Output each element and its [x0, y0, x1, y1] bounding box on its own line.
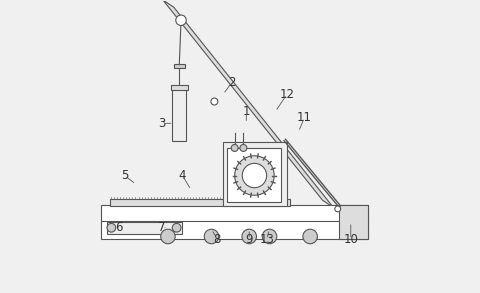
- Circle shape: [262, 229, 276, 244]
- Bar: [170, 85, 187, 90]
- Bar: [107, 222, 182, 234]
- Circle shape: [175, 15, 186, 25]
- Bar: [172, 88, 186, 141]
- Circle shape: [160, 229, 175, 244]
- Text: 13: 13: [259, 233, 274, 246]
- Circle shape: [107, 223, 116, 232]
- Circle shape: [172, 223, 180, 232]
- Text: 4: 4: [179, 169, 186, 182]
- Bar: [173, 64, 185, 68]
- Text: 5: 5: [120, 169, 128, 182]
- Circle shape: [231, 144, 238, 151]
- Bar: [101, 221, 367, 239]
- Text: 1: 1: [242, 105, 250, 118]
- Text: 2: 2: [228, 76, 235, 89]
- Text: 3: 3: [158, 117, 166, 130]
- Circle shape: [210, 98, 217, 105]
- Circle shape: [234, 156, 274, 195]
- Circle shape: [241, 229, 256, 244]
- Text: 8: 8: [213, 233, 220, 246]
- Circle shape: [302, 229, 317, 244]
- Text: 10: 10: [343, 233, 358, 246]
- Text: 7: 7: [158, 221, 166, 234]
- Text: 6: 6: [115, 221, 122, 234]
- Bar: [227, 148, 280, 202]
- Bar: [338, 205, 367, 239]
- Polygon shape: [163, 0, 333, 207]
- Circle shape: [240, 144, 246, 151]
- Circle shape: [204, 229, 218, 244]
- Bar: [101, 205, 367, 222]
- Text: 11: 11: [296, 111, 311, 124]
- Text: 12: 12: [279, 88, 294, 101]
- Text: 9: 9: [245, 233, 252, 246]
- Bar: [109, 199, 289, 206]
- Circle shape: [242, 163, 266, 188]
- Circle shape: [334, 206, 340, 212]
- Bar: [223, 142, 287, 206]
